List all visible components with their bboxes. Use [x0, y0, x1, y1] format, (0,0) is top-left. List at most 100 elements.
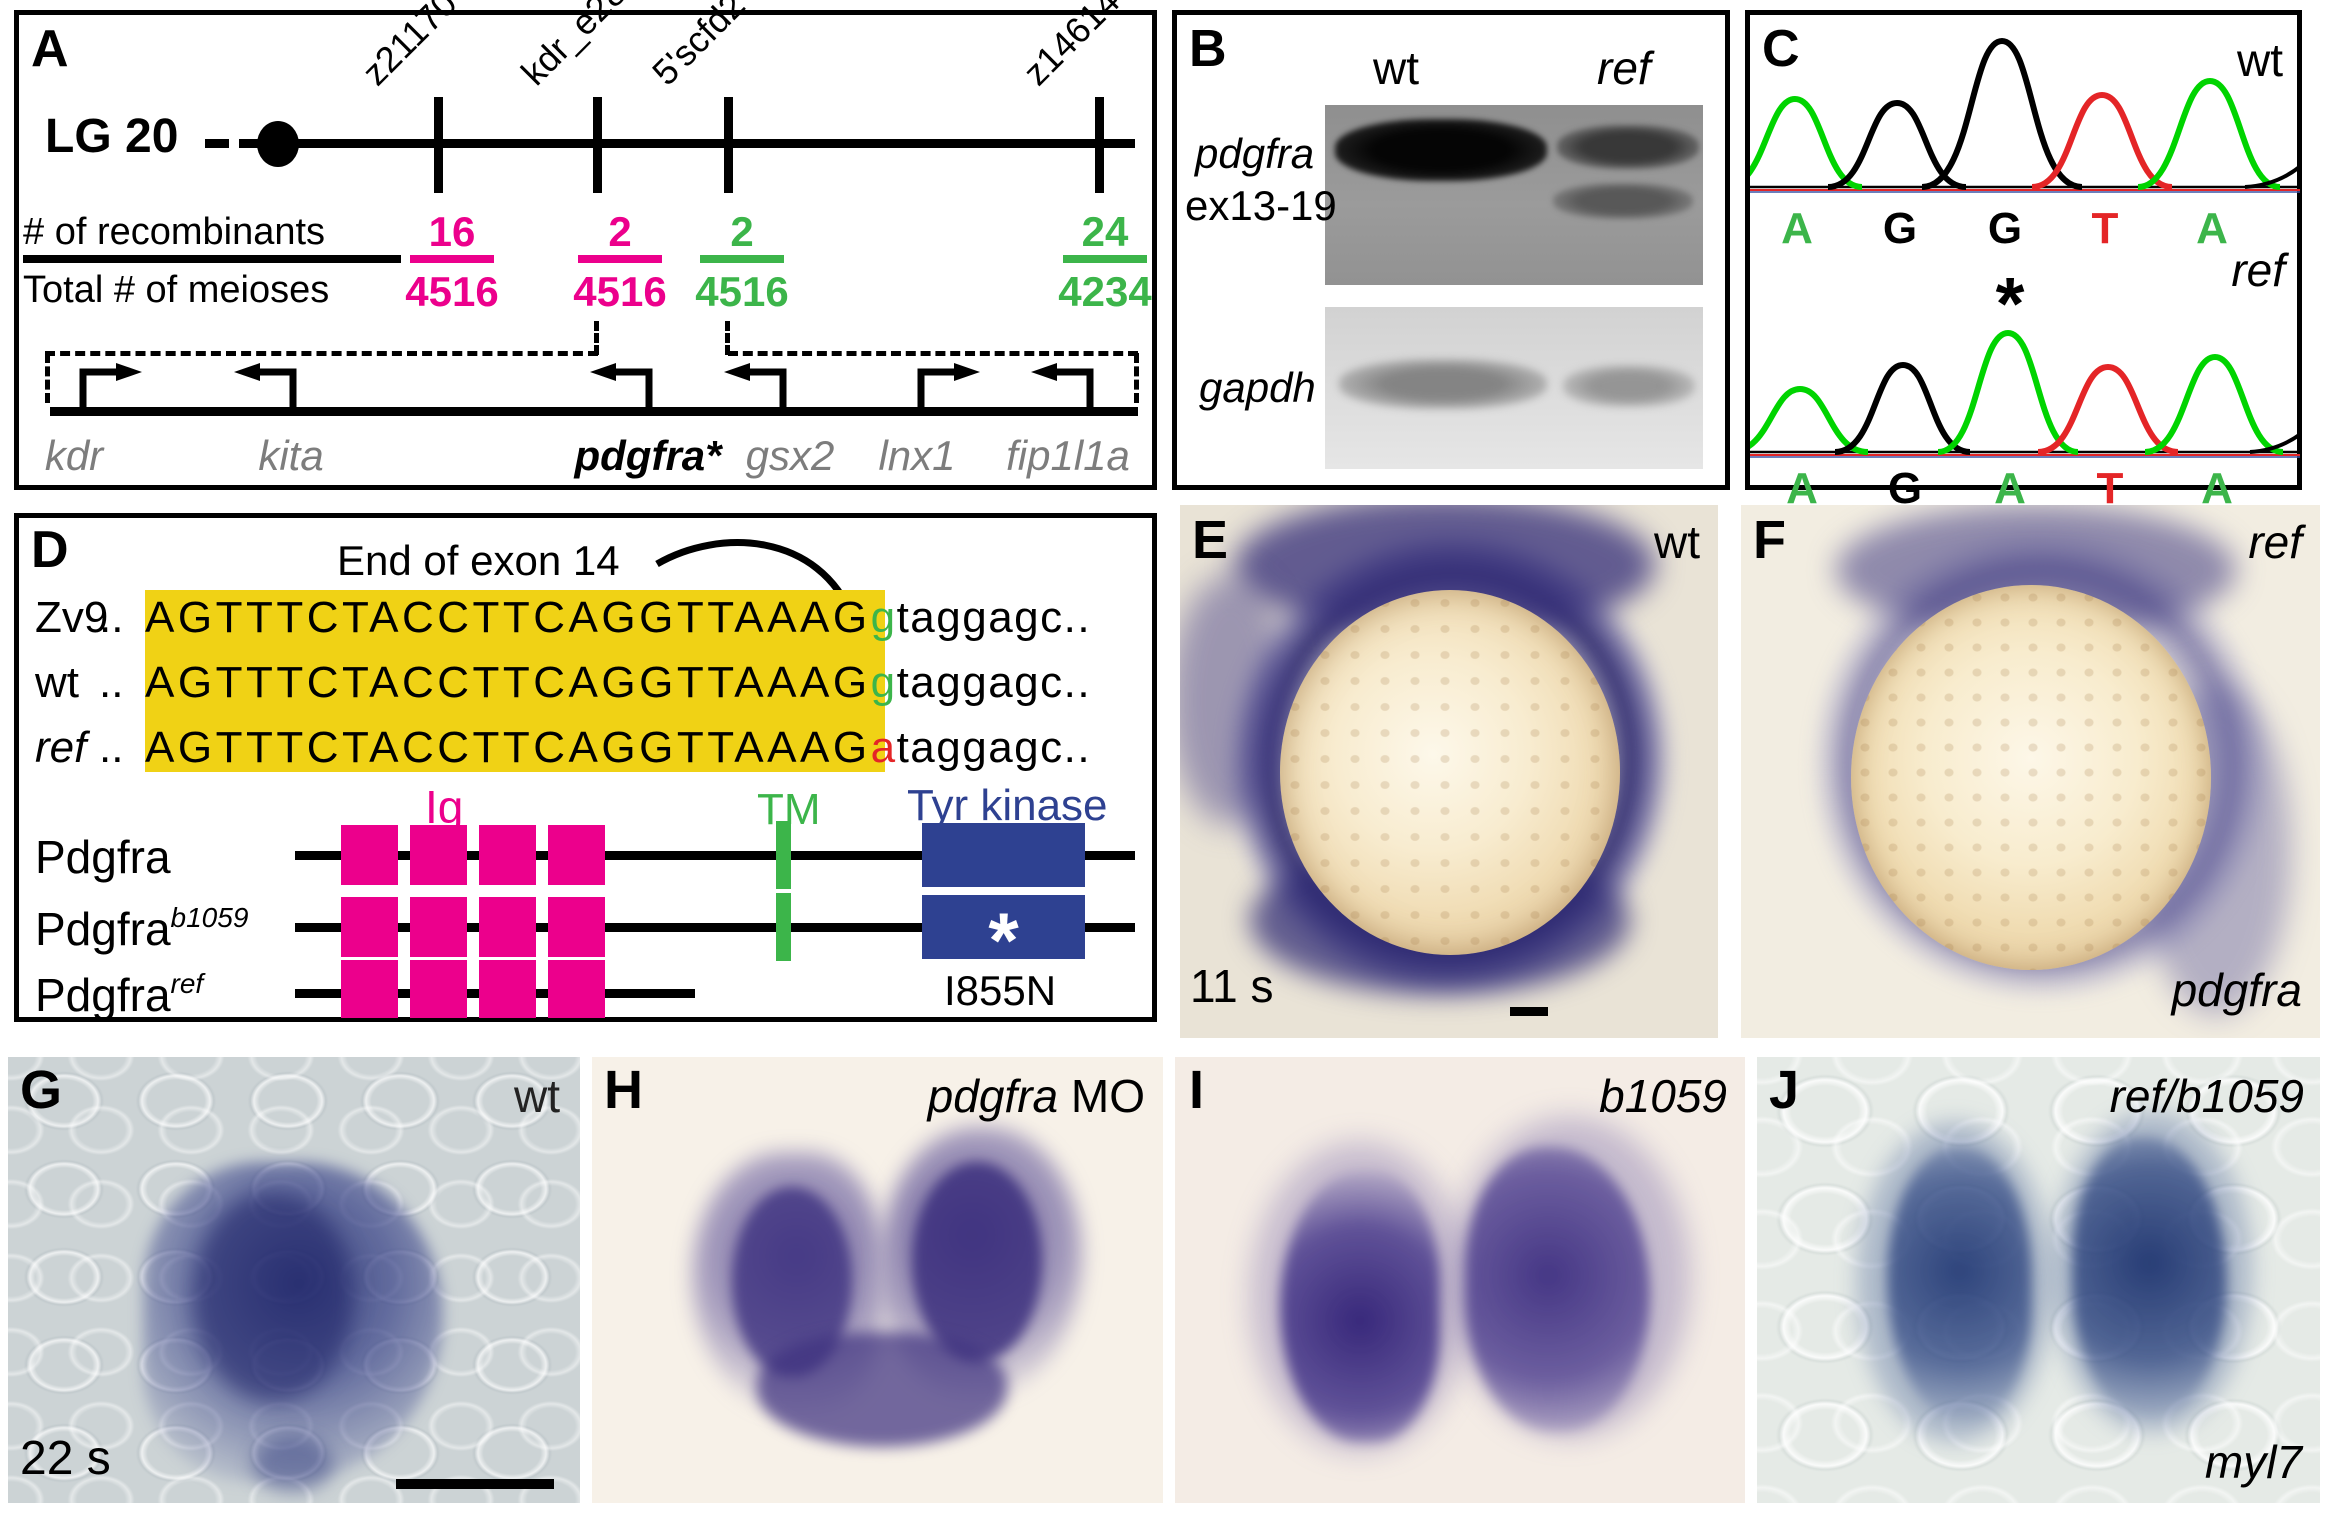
expression-stain-bridge — [757, 1332, 1007, 1447]
junction-base: a — [870, 723, 897, 772]
panel-i: I b1059 — [1175, 1057, 1745, 1503]
sequence-prefix: .. — [99, 658, 124, 707]
panel-e-label: E — [1192, 510, 1229, 570]
kinase-domain-box-mutant: * — [922, 895, 1085, 984]
base-call: T — [2096, 464, 2124, 513]
fraction-denominator: 4516 — [573, 268, 667, 315]
stage-label: 22 s — [20, 1432, 111, 1485]
panel-e: E wt 11 s — [1180, 505, 1718, 1038]
fraction-numerator: 2 — [608, 208, 632, 255]
base-call: A — [1781, 204, 1813, 253]
panel-f-label: F — [1753, 510, 1786, 570]
marker-tick — [1095, 97, 1104, 193]
fraction-bar — [700, 255, 784, 263]
fraction-bar — [410, 255, 494, 263]
gel-band-ref-upper — [1557, 125, 1699, 169]
ig-domain-box — [410, 825, 467, 885]
genotype-label: ref/b1059 — [2109, 1070, 2304, 1122]
sequence-exon: AGTTTCTACCTTCAGGTTAAAG — [145, 593, 871, 642]
mutation-asterisk: * — [1995, 262, 2025, 345]
bracket-right — [728, 351, 1138, 356]
scale-bar — [396, 1479, 554, 1489]
ig-domain-box — [548, 960, 605, 1018]
fraction-bar — [1063, 255, 1147, 263]
gene-label: kdr — [44, 432, 104, 479]
chromatogram-wt-label: wt — [2237, 34, 2283, 86]
scale-bar — [1510, 1007, 1548, 1016]
condition-label: pdgfra MO — [928, 1073, 1145, 1119]
sequence-intron: taggagc.. — [896, 658, 1092, 707]
expression-stain-right — [2072, 1137, 2227, 1417]
fraction-numerator: 24 — [1081, 208, 1129, 255]
bracket-corner — [1134, 353, 1139, 403]
ig-domain-label: Ig — [425, 781, 464, 833]
genotype-label: wt — [1654, 516, 1700, 568]
base-call: T — [2091, 204, 2119, 253]
centromere-dot — [257, 121, 299, 167]
kinase-domain-label: Tyr kinase — [907, 781, 1108, 830]
fraction-denominator: 4234 — [1058, 268, 1152, 315]
gel-band-wt — [1335, 119, 1547, 181]
kinase-domain-box — [922, 823, 1085, 887]
genotype-label: b1059 — [1599, 1070, 1727, 1122]
panel-b-label: B — [1189, 20, 1227, 78]
protein-backbone — [295, 851, 1135, 860]
expression-stain-right — [1465, 1147, 1650, 1432]
protein-name: Pdgfrab1059 — [35, 902, 249, 955]
gene-region-line — [50, 407, 1138, 416]
gene-arrow-left-icon — [590, 363, 653, 410]
stage-label: 11 s — [1190, 960, 1274, 1012]
gel-band-ref — [1563, 365, 1695, 407]
protein-backbone — [295, 923, 1135, 932]
lane-header-wt: wt — [1373, 42, 1419, 94]
gene-label: pdgfra* — [574, 432, 722, 479]
expression-stain-tail — [253, 1437, 333, 1492]
gene-label: gsx2 — [745, 432, 835, 479]
panel-d: D End of exon 14 Zv9 .. AGTTTCTACCTTCAGGT… — [14, 513, 1157, 1022]
genotype-label: ref — [2248, 516, 2302, 568]
base-call: G — [1887, 464, 1923, 513]
gene-arrow-left-icon — [1031, 363, 1094, 410]
gene-label: lnx1 — [878, 432, 956, 479]
panel-a: A LG 20 z21170 kdr_e28 5'scfd2 z14614 # … — [14, 0, 1157, 490]
gene-arrow-right-icon — [79, 363, 142, 410]
expression-stain-left — [1280, 1172, 1440, 1442]
panel-a-label: A — [31, 20, 69, 78]
probe-gene-label: myl7 — [2204, 1436, 2302, 1488]
probe-gene-label: pdgfra — [2171, 964, 2302, 1016]
sequence-row: .. AGTTTCTACCTTCAGGTTAAAGgtaggagc.. — [99, 596, 1091, 640]
lane-header-ref: ref — [1597, 42, 1651, 94]
expression-stain-core — [193, 1192, 353, 1402]
sequence-prefix: .. — [99, 593, 124, 642]
meioses-label: Total # of meioses — [23, 269, 330, 311]
embryo-yolk — [1280, 590, 1620, 955]
probe-label-exons: ex13-19 — [1185, 182, 1337, 229]
sequence-exon: AGTTTCTACCTTCAGGTTAAAG — [145, 723, 871, 772]
marker-label: z14614 — [1015, 0, 1128, 93]
junction-base: g — [870, 593, 897, 642]
panel-g: G wt 22 s — [8, 1057, 580, 1503]
chromosome-dash — [239, 139, 259, 148]
bracket-corner — [45, 353, 50, 403]
gel-band-ref-lower — [1553, 183, 1693, 219]
sequence-row-name: wt — [35, 658, 79, 707]
sequence-intron: taggagc.. — [896, 593, 1092, 642]
sequence-prefix: .. — [99, 723, 124, 772]
panel-d-label: D — [31, 521, 69, 579]
ig-domain-box — [410, 897, 467, 957]
gene-arrow-left-icon — [724, 363, 787, 410]
fraction-divider — [23, 255, 401, 263]
chromatogram-ref-trace — [1750, 329, 2300, 458]
gene-label: kita — [258, 432, 324, 479]
marker-tick — [593, 97, 602, 193]
panel-c-label: C — [1762, 20, 1800, 78]
panel-h: H pdgfra MO — [592, 1057, 1163, 1503]
sequence-row-name: ref — [35, 723, 87, 772]
ig-domain-box — [479, 825, 536, 885]
ig-domain-box — [479, 897, 536, 957]
bracket-stub — [725, 321, 730, 355]
sequence-row: .. AGTTTCTACCTTCAGGTTAAAGgtaggagc.. — [99, 661, 1091, 705]
base-call: G — [1987, 204, 2023, 253]
base-call: A — [1786, 464, 1818, 513]
expression-stain-right — [912, 1162, 1042, 1362]
